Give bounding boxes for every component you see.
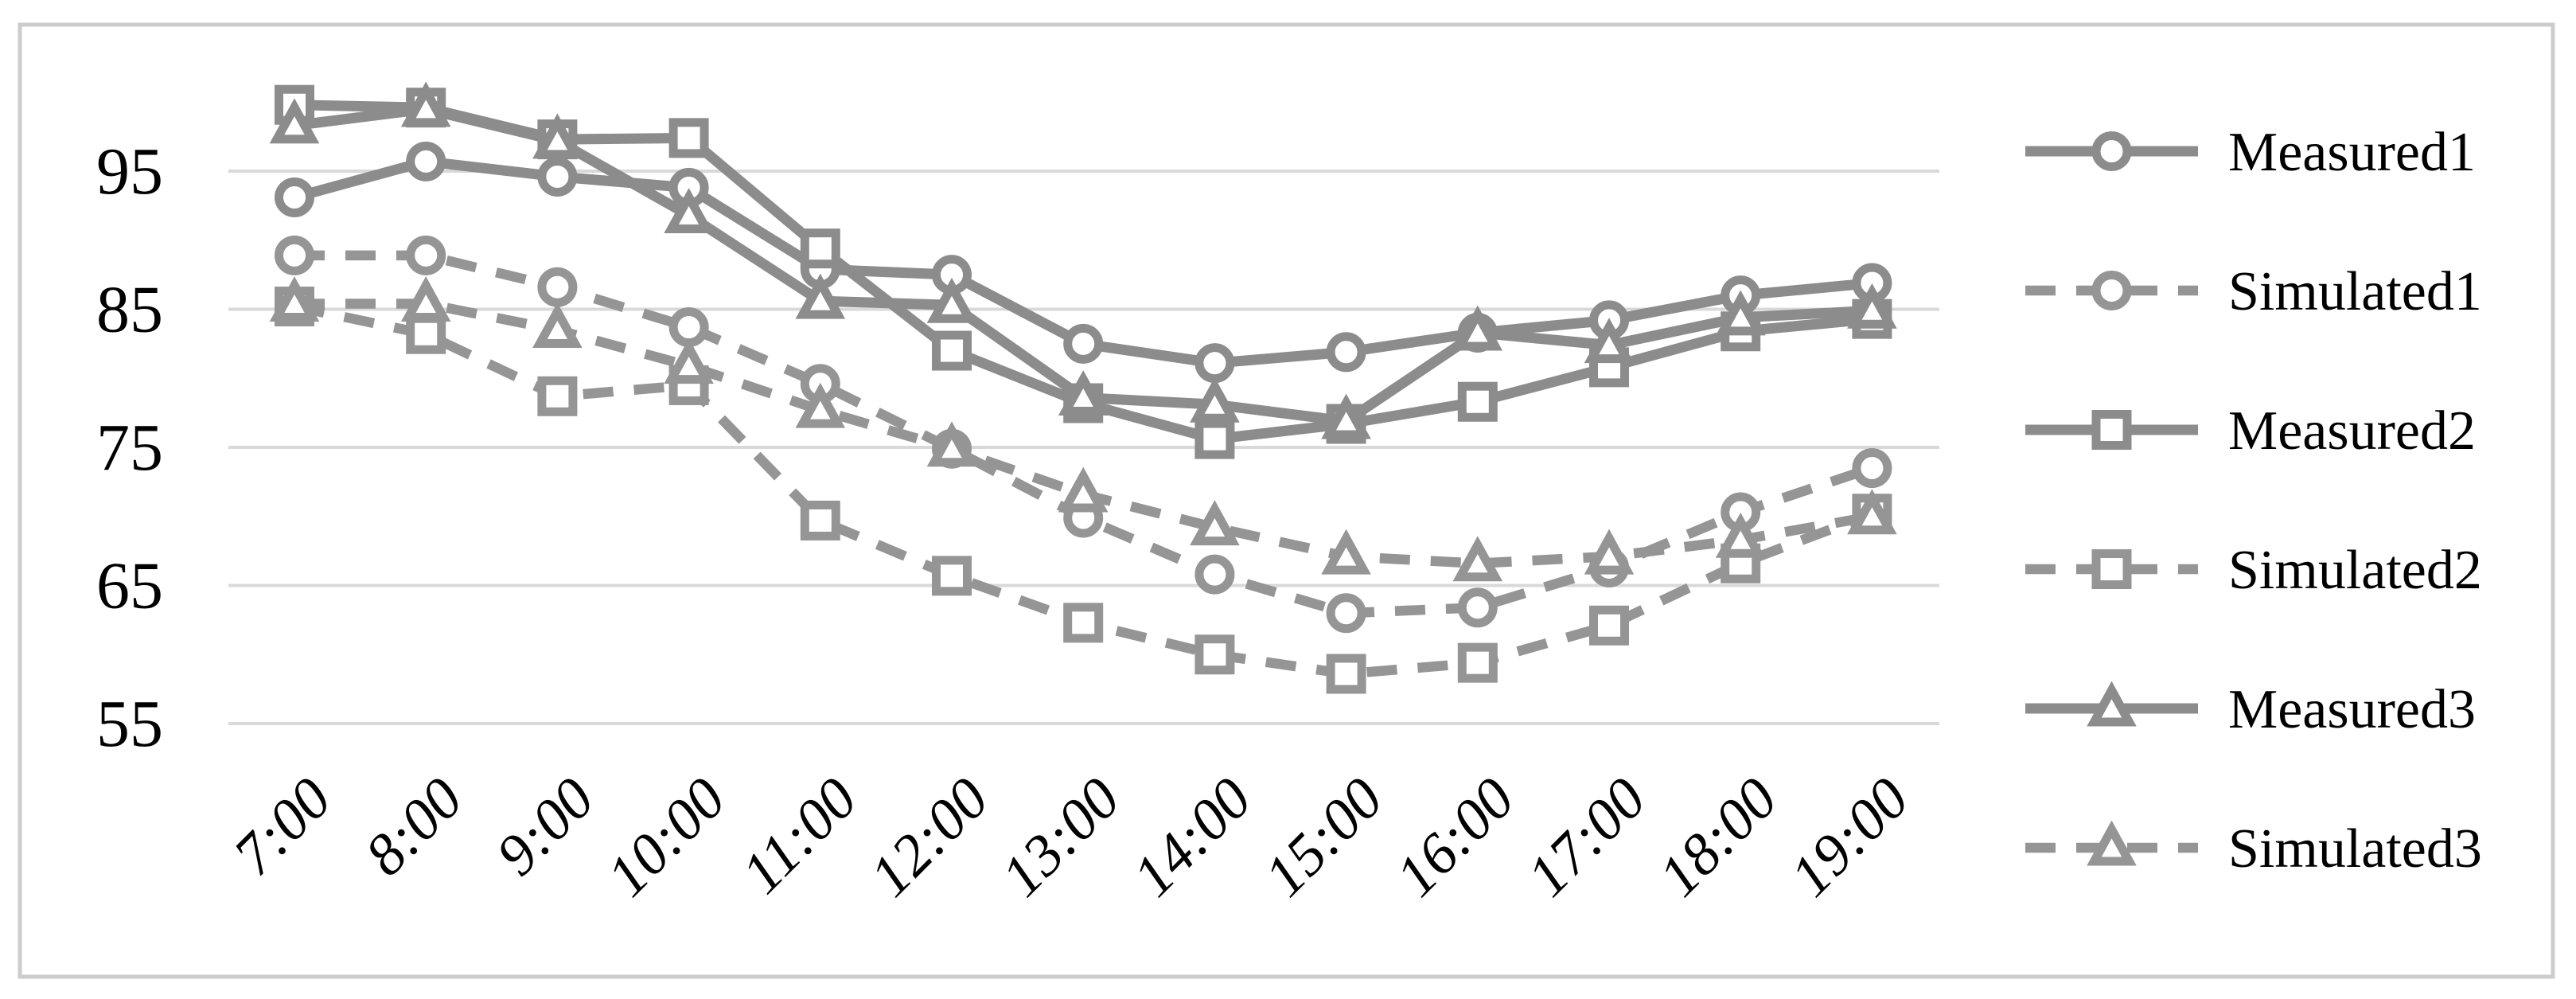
y-axis-tick-label: 95 [96,135,163,209]
y-axis-tick-label: 55 [96,687,163,761]
y-axis-tick-label: 65 [96,549,163,623]
x-axis-tick-label: 16:00 [1384,766,1527,909]
data-point-marker [1326,654,1366,694]
legend-item-measured2: Measured2 [2025,400,2476,462]
data-point-marker [537,376,578,416]
data-point-marker [1715,290,1766,336]
data-point-marker [406,235,446,275]
x-axis-tick-label: 7:00 [221,766,344,888]
legend: Measured1 Simulated1 Measured2 Simulated2 Me… [2025,122,2482,880]
x-axis-tick-label: 11:00 [730,766,870,906]
data-point-marker [400,81,451,127]
legend-item-simulated3: Simulated3 [2025,818,2482,880]
legend-label: Simulated1 [2228,261,2482,322]
data-point-marker [1852,448,1892,489]
data-point-marker [1194,343,1235,384]
series-measured3 [269,81,1897,439]
series-measured1 [275,141,1892,384]
x-axis-tick-label: 17:00 [1515,766,1658,909]
data-point-marker [1190,500,1240,546]
x-axis-tick-label: 8:00 [353,766,475,888]
data-point-marker [1063,323,1104,364]
data-point-marker [1584,529,1635,575]
data-point-marker [1326,593,1366,634]
legend-label: Simulated3 [2228,818,2482,880]
data-point-marker [537,267,578,307]
data-point-marker [2087,820,2137,866]
data-point-marker [1321,393,1371,439]
data-point-marker [1326,332,1366,373]
data-point-marker [406,314,446,354]
y-axis-tick-label: 75 [96,411,163,485]
series-simulated1 [275,235,1892,634]
data-point-marker [1058,370,1109,416]
data-point-marker [1452,536,1503,582]
data-point-marker [1194,554,1235,595]
data-point-marker [269,98,320,144]
legend-label: Measured1 [2228,122,2476,183]
data-point-marker [795,273,846,319]
data-point-marker [532,113,583,159]
data-point-marker [1321,529,1371,575]
data-point-marker [800,228,840,269]
data-point-marker [668,118,709,158]
chart-border [18,22,2555,979]
data-point-marker [1847,489,1897,535]
legend-label: Measured3 [2228,679,2476,740]
data-point-marker [1715,512,1766,558]
x-axis-tick-label: 10:00 [595,766,739,909]
data-point-marker [1457,642,1498,683]
x-axis-tick-label: 19:00 [1778,766,1921,909]
legend-item-measured1: Measured1 [2025,122,2476,183]
legend-item-measured3: Measured3 [2025,679,2476,740]
data-point-marker [400,276,451,322]
data-point-marker [1457,587,1498,628]
data-point-marker [2091,271,2132,310]
data-point-marker [1457,381,1498,422]
x-axis-tick-label: 9:00 [485,766,607,888]
data-point-marker [537,156,578,197]
data-point-marker [800,500,840,540]
data-point-marker [532,302,583,349]
data-point-marker [269,276,320,322]
x-axis-tick-label: 12:00 [858,766,1001,909]
data-point-marker [406,141,446,181]
legend-item-simulated2: Simulated2 [2025,540,2482,601]
data-point-marker [926,421,977,467]
data-point-marker [1063,603,1104,643]
x-axis-tick-label: 15:00 [1253,766,1396,909]
data-point-marker [1058,466,1109,513]
y-axis-tick-label: 85 [96,273,163,347]
data-point-marker [2091,131,2132,171]
data-point-marker [1847,283,1897,329]
data-point-marker [1584,318,1635,364]
data-point-marker [1190,377,1240,423]
data-point-marker [2087,681,2137,727]
x-axis-tick-label: 18:00 [1647,766,1790,909]
data-point-marker [1194,419,1235,459]
legend-item-simulated1: Simulated1 [2025,261,2482,322]
data-point-marker [932,330,972,371]
data-point-marker [668,307,709,348]
data-point-marker [2091,549,2132,589]
data-point-marker [2091,410,2132,450]
x-axis-tick-label: 14:00 [1120,766,1264,909]
data-point-marker [275,235,314,275]
series-simulated3 [269,276,1897,582]
data-point-marker [664,188,714,234]
data-point-marker [932,556,972,596]
data-point-marker [1589,605,1629,646]
data-point-marker [926,277,977,323]
x-axis-tick-label: 13:00 [989,766,1132,909]
legend-label: Measured2 [2228,400,2476,462]
data-point-marker [1194,634,1235,675]
data-point-marker [795,382,846,428]
data-point-marker [1452,305,1503,351]
data-point-marker [275,177,314,217]
legend-label: Simulated2 [2228,540,2482,601]
data-point-marker [664,338,714,384]
